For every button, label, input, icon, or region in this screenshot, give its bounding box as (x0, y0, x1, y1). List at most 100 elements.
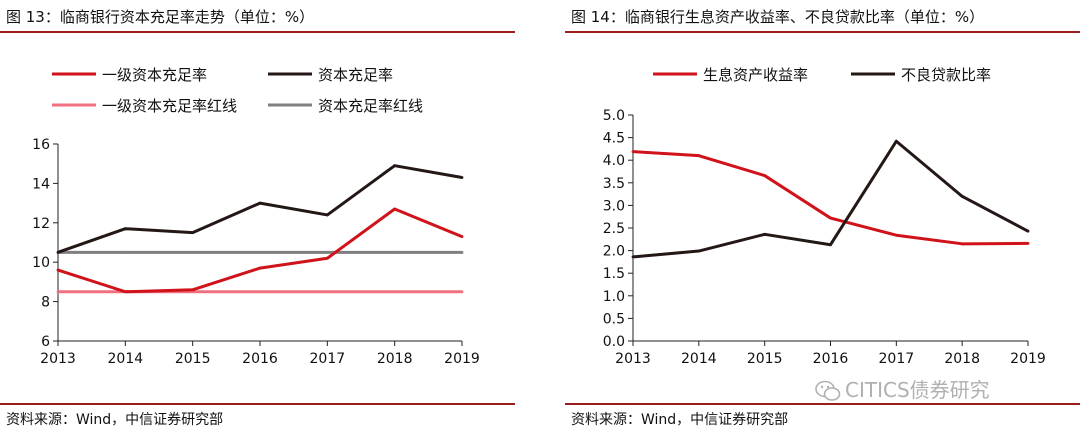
y-tick-label: 5.0 (603, 108, 625, 124)
data-point (960, 194, 964, 198)
data-point (258, 290, 262, 294)
watermark: CITICS债券研究 (815, 374, 990, 403)
y-tick-label: 16 (32, 137, 50, 153)
legend-item: 一级资本充足率 (52, 66, 207, 84)
y-tick-label: 3.0 (603, 198, 625, 214)
x-tick-label: 2016 (813, 351, 849, 367)
figure-13-panel: 图 13：临商银行资本充足率走势（单位：%） 一级资本充足率 资本充足率 一级资本充… (0, 0, 515, 435)
x-tick-label: 2018 (377, 351, 413, 367)
data-point (123, 290, 127, 294)
y-tick-label: 1.5 (603, 266, 625, 282)
legend-item: 生息资产收益率 (653, 66, 808, 84)
data-point (325, 256, 329, 260)
legend: 生息资产收益率 不良贷款比率 (653, 66, 991, 84)
watermark-text: CITICS债券研究 (845, 378, 990, 402)
figure-14-panel: 图 14：临商银行生息资产收益率、不良贷款比率（单位：%） 生息资产收益率 不良贷… (565, 0, 1080, 435)
data-point (829, 243, 832, 247)
yield-npl-chart: 生息资产收益率 不良贷款比率 0.0 0.5 1.0 1.5 2.0 2.5 3.0 3.5 4.0… (603, 66, 1046, 367)
legend-label: 一级资本充足率 (102, 66, 207, 84)
series-line (57, 164, 463, 254)
legend-label: 一级资本充足率红线 (102, 97, 237, 115)
data-point (191, 250, 195, 254)
figure-title: 图 13：临商银行资本充足率走势（单位：%） (6, 8, 315, 26)
series-0-group (56, 207, 464, 294)
data-point (960, 242, 964, 246)
data-point (697, 249, 701, 253)
y-tick-label: 0.0 (603, 334, 625, 350)
data-point (631, 150, 635, 154)
data-point (325, 290, 329, 294)
y-tick-label: 2.0 (603, 244, 625, 260)
y-tick-label: 14 (32, 176, 50, 192)
series-line (57, 207, 463, 294)
x-tick-label: 2015 (175, 351, 211, 367)
source-rule (565, 403, 1080, 405)
figure-title: 图 14：临商银行生息资产收益率、不良贷款比率（单位：%） (571, 8, 985, 26)
x-tick-label: 2019 (1010, 351, 1046, 367)
y-tick-label: 12 (32, 216, 50, 232)
series-line (632, 139, 1029, 259)
title-rule (0, 31, 515, 33)
data-point (123, 227, 127, 231)
x-tick-label: 2017 (879, 351, 915, 367)
series-3-group (56, 250, 464, 254)
data-point (393, 207, 397, 211)
data-point (1026, 241, 1030, 245)
data-point (631, 255, 635, 259)
data-point (325, 250, 329, 254)
data-point (325, 213, 329, 217)
x-tick-label: 2019 (444, 351, 480, 367)
data-point (258, 266, 262, 270)
data-point (191, 231, 195, 235)
source-note: 资料来源：Wind，中信证券研究部 (6, 412, 224, 428)
data-point (393, 250, 397, 254)
y-tick-label: 4.5 (603, 131, 625, 147)
legend-label: 资本充足率 (318, 66, 393, 84)
data-point (460, 250, 464, 254)
x-tick-label: 2018 (944, 351, 980, 367)
series-1-group (56, 164, 464, 254)
y-tick-label: 8 (41, 295, 50, 311)
source-rule (0, 403, 515, 405)
legend-label: 资本充足率红线 (318, 97, 423, 115)
y-tick-label: 10 (32, 255, 50, 271)
x-tick-label: 2016 (242, 351, 278, 367)
x-tick-label: 2015 (747, 351, 783, 367)
data-point (258, 201, 262, 205)
x-tick-label: 2017 (310, 351, 346, 367)
legend-label: 不良贷款比率 (901, 66, 991, 84)
data-point (460, 290, 464, 294)
legend-item: 资本充足率 (268, 66, 393, 84)
x-tick-label: 2013 (40, 351, 76, 367)
data-point (460, 176, 464, 179)
data-point (894, 233, 898, 237)
wechat-icon (815, 380, 841, 401)
y-tick-label: 2.5 (603, 221, 625, 237)
series-line (632, 150, 1029, 246)
x-tick-label: 2014 (681, 351, 717, 367)
data-point (763, 174, 767, 177)
data-point (56, 290, 60, 294)
y-tick-label: 0.5 (603, 311, 625, 327)
data-point (191, 288, 195, 292)
y-tick-label: 6 (41, 334, 50, 350)
data-point (1026, 229, 1030, 233)
data-point (123, 250, 127, 254)
x-tick-label: 2014 (108, 351, 144, 367)
data-point (829, 216, 832, 220)
data-point (56, 250, 60, 254)
legend-item: 资本充足率红线 (268, 97, 423, 115)
data-point (393, 164, 397, 168)
data-point (460, 235, 464, 238)
data-point (763, 232, 767, 236)
x-tick-label: 2013 (615, 351, 651, 367)
data-point (697, 154, 701, 158)
title-rule (565, 31, 1080, 33)
series-1-group (631, 139, 1030, 259)
series-0-group (631, 150, 1030, 246)
legend-label: 生息资产收益率 (703, 66, 808, 84)
legend-item: 一级资本充足率红线 (52, 97, 237, 115)
source-note: 资料来源：Wind，中信证券研究部 (571, 412, 789, 428)
legend-item: 不良贷款比率 (851, 66, 991, 84)
